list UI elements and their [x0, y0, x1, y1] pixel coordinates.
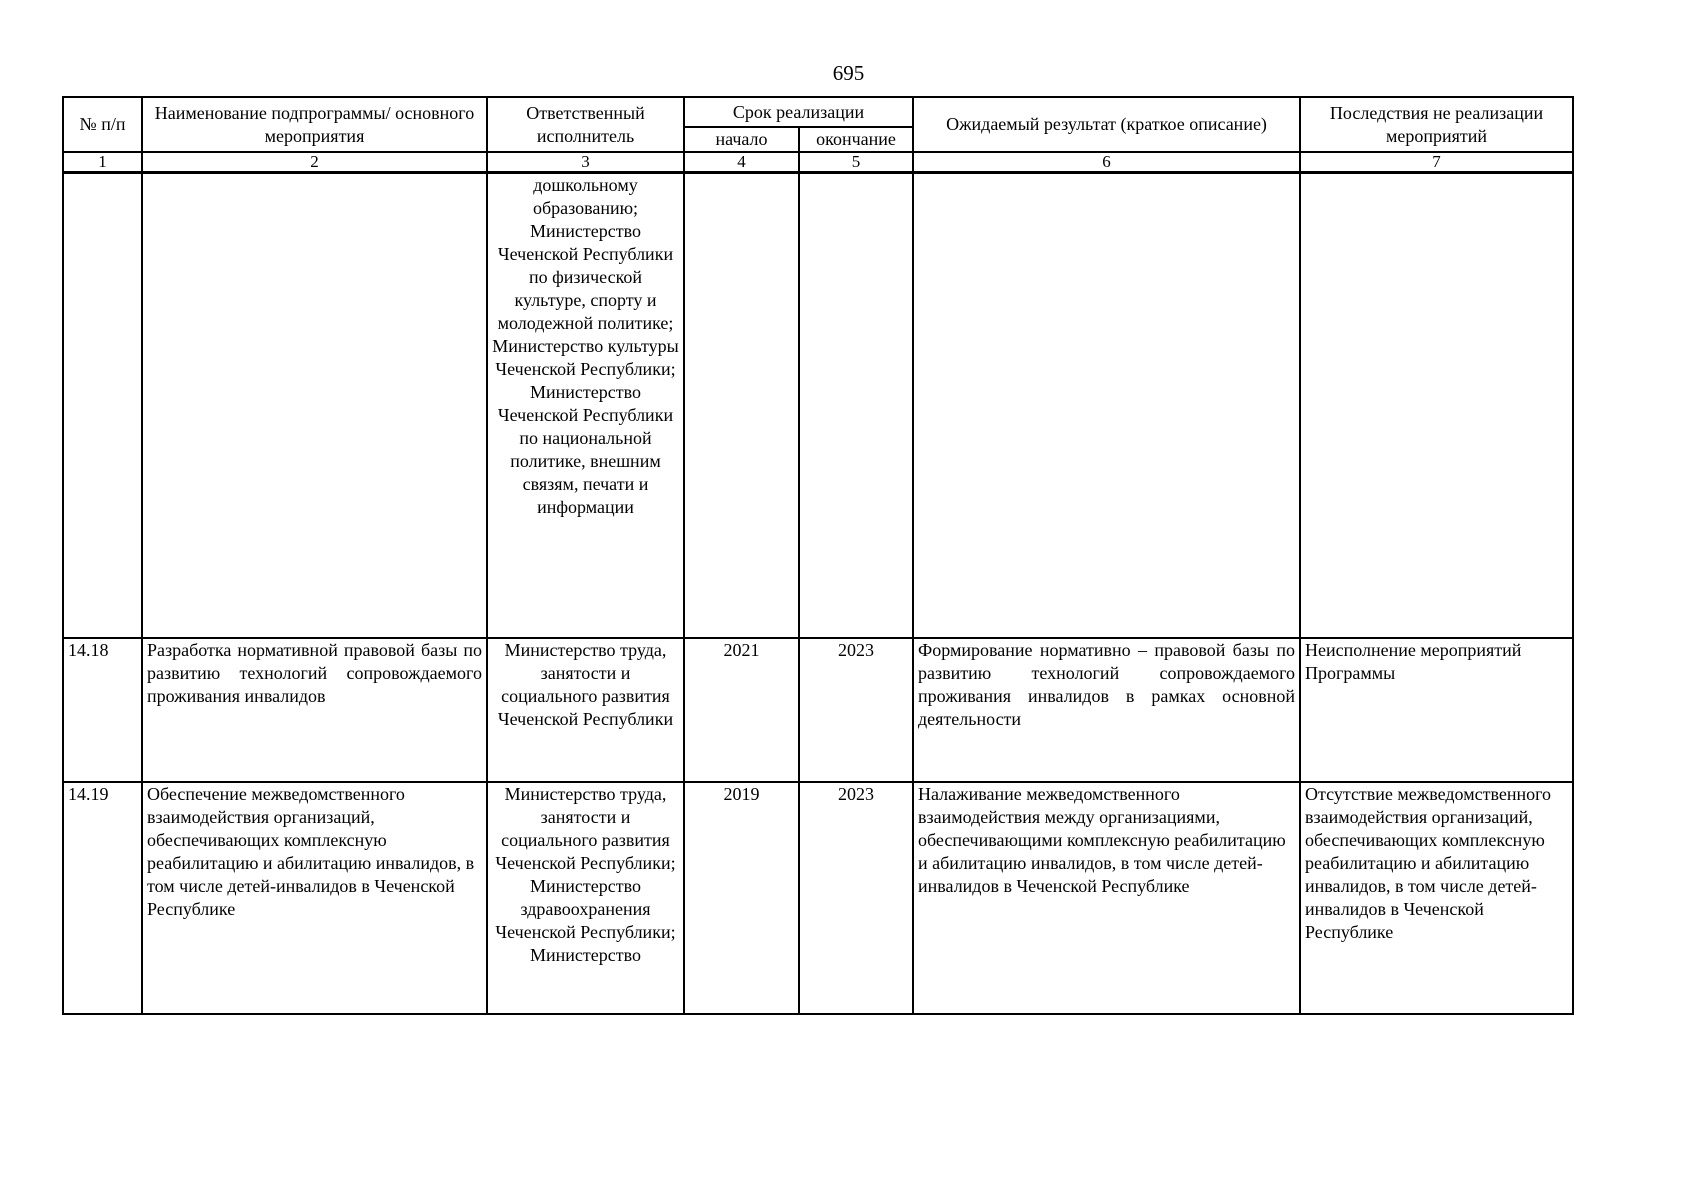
table-row: дошкольному образованию; Министерство Че…	[62, 171, 1575, 639]
table-row: 14.19 Обеспечение межведомственного взаи…	[62, 780, 1575, 1015]
row-14-19-num: 14.19	[62, 780, 143, 1015]
row-14-18-end: 2023	[797, 636, 915, 783]
row-14-19-name: Обеспечение межведомственного взаимодейс…	[141, 780, 488, 1015]
header-period-end: окончание	[797, 126, 915, 153]
table-header-row-1: № п/п Наименование подпрограммы/ основно…	[62, 96, 1575, 153]
row-continuation-consequences	[1299, 171, 1575, 639]
row-14-19-start: 2019	[683, 780, 800, 1015]
column-number-1: 1	[62, 151, 143, 174]
row-14-19-result: Налаживание межведомственного взаимодейс…	[912, 780, 1302, 1015]
row-14-18-consequences: Неисполнение мероприятий Программы	[1299, 636, 1575, 783]
row-14-18-num: 14.18	[62, 636, 143, 783]
header-period-start: начало	[683, 126, 800, 153]
row-14-18-result: Формирование нормативно – правовой базы …	[912, 636, 1302, 783]
row-14-18-executor: Министерство труда, занятости и социальн…	[486, 636, 685, 783]
column-number-3: 3	[486, 151, 685, 174]
row-continuation-result	[912, 171, 1302, 639]
row-continuation-num	[62, 171, 143, 639]
column-numbers-row: 1 2 3 4 5 6 7	[62, 151, 1575, 174]
column-number-4: 4	[683, 151, 800, 174]
column-number-7: 7	[1299, 151, 1575, 174]
header-consequences: Последствия не реализации мероприятий	[1299, 96, 1575, 153]
column-number-2: 2	[141, 151, 488, 174]
column-number-6: 6	[912, 151, 1302, 174]
row-continuation-executor: дошкольному образованию; Министерство Че…	[486, 171, 685, 639]
table-header-row-2: начало окончание	[63, 126, 1573, 153]
measures-table: № п/п Наименование подпрограммы/ основно…	[62, 96, 1575, 1015]
row-14-19-executor: Министерство труда, занятости и социальн…	[486, 780, 685, 1015]
row-14-18-name: Разработка нормативной правовой базы по …	[141, 636, 488, 783]
row-continuation-start	[683, 171, 800, 639]
page-number: 695	[832, 61, 865, 85]
header-num: № п/п	[62, 96, 143, 153]
row-continuation-end	[797, 171, 915, 639]
header-executor: Ответственный исполнитель	[486, 96, 685, 153]
row-continuation-name	[141, 171, 488, 639]
row-14-19-consequences: Отсутствие межведомственного взаимодейст…	[1299, 780, 1575, 1015]
header-result: Ожидаемый результат (краткое описание)	[912, 96, 1302, 153]
row-14-19-end: 2023	[797, 780, 915, 1015]
table-row: 14.18 Разработка нормативной правовой ба…	[62, 636, 1575, 783]
row-14-18-start: 2021	[683, 636, 800, 783]
header-name: Наименование подпрограммы/ основного мер…	[141, 96, 488, 153]
column-number-5: 5	[797, 151, 915, 174]
header-period: Срок реализации	[682, 96, 915, 128]
